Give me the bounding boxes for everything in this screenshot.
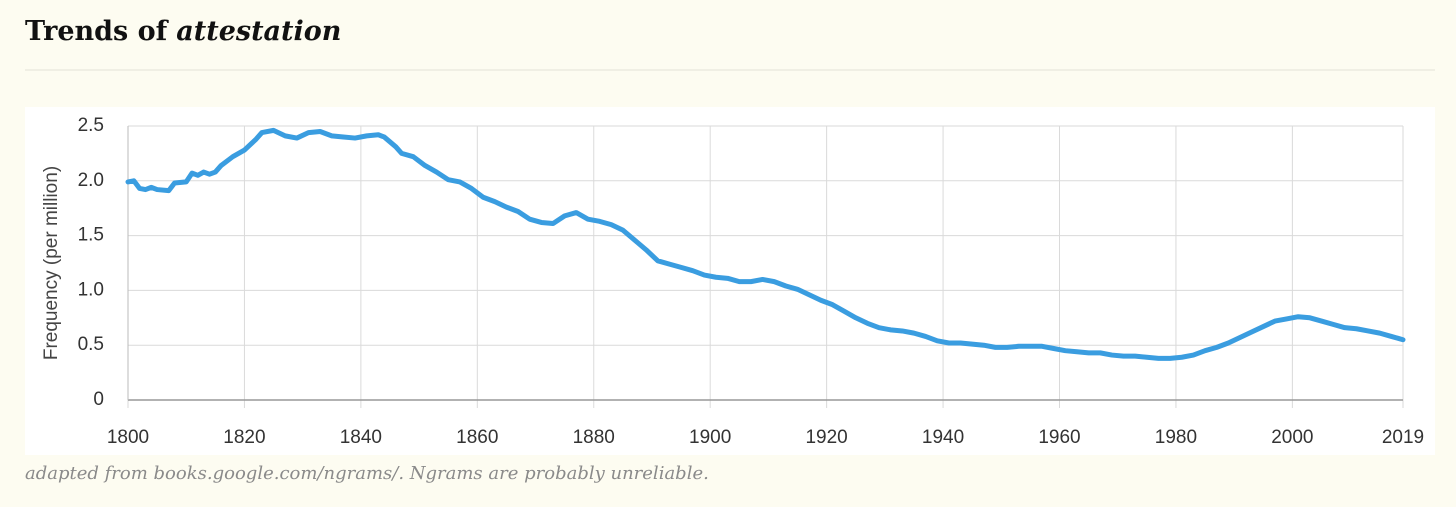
- x-tick-label: 1800: [107, 427, 149, 448]
- x-tick-label: 1820: [223, 427, 265, 448]
- x-tick-label: 2019: [1382, 427, 1424, 448]
- plot: 0 0.5 1.0 1.5 2.0 2.5 1800 1820 1840 1860 1880 1900…: [78, 115, 1425, 448]
- y-tick-label: 2.5: [78, 115, 104, 136]
- x-tick-label: 2000: [1271, 427, 1313, 448]
- y-tick-label: 1.5: [78, 225, 104, 246]
- x-tick-label: 1860: [456, 427, 498, 448]
- x-tick-label: 1940: [922, 427, 964, 448]
- y-tick-label: 0.5: [78, 334, 104, 355]
- data-line: [125, 127, 1406, 361]
- x-tick-label: 1960: [1038, 427, 1080, 448]
- title-emphasis: attestation: [176, 16, 341, 47]
- x-tick-label: 1900: [689, 427, 731, 448]
- x-tick-label: 1840: [340, 427, 382, 448]
- x-tick-label: 1880: [573, 427, 615, 448]
- y-tick-label: 1.0: [78, 279, 104, 300]
- x-tick-label: 1920: [805, 427, 847, 448]
- y-tick-label: 0: [93, 389, 104, 410]
- title-prefix: Trends of: [25, 16, 170, 47]
- y-axis-title: Frequency (per million): [41, 166, 62, 360]
- footnote: adapted from books.google.com/ngrams/. N…: [25, 463, 709, 484]
- y-tick-label: 2.0: [78, 170, 104, 191]
- x-tick-label: 1980: [1155, 427, 1197, 448]
- title: Trends of attestation: [25, 16, 341, 47]
